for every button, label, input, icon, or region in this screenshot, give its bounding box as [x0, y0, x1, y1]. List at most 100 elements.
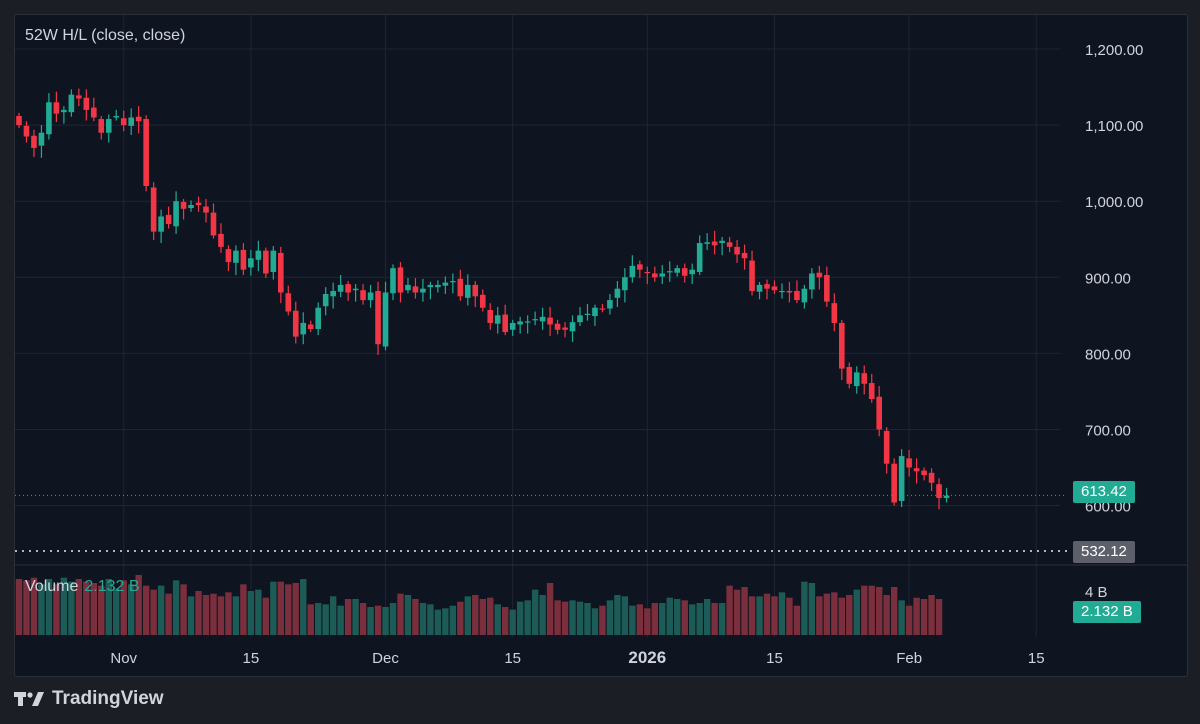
volume-bar	[53, 584, 60, 635]
candle-body	[315, 307, 321, 330]
candle-body	[928, 472, 935, 483]
time-axis[interactable]: Nov 15 Dec 15 2026 15 Feb 15	[110, 648, 1044, 667]
volume-bar	[382, 607, 389, 635]
candle-body	[105, 119, 112, 133]
volume-bar	[329, 596, 337, 635]
volume-bar	[128, 584, 135, 635]
candle-body	[16, 115, 22, 126]
volume-bar	[651, 603, 658, 635]
brand-footer[interactable]: TradingView	[14, 688, 164, 710]
candle-body	[786, 290, 793, 293]
candle-body	[839, 322, 845, 369]
volume-bar	[614, 595, 621, 635]
price-axis[interactable]: 1,200.00 1,100.00 1,000.00 900.00 800.00 700.…	[1085, 42, 1143, 516]
chart-frame[interactable]: 1,200.00 1,100.00 1,000.00 900.00 800.00 700.…	[14, 14, 1188, 677]
volume-bar	[913, 597, 920, 635]
candle-body	[375, 290, 381, 345]
volume-bar	[674, 599, 681, 635]
candle-body	[210, 212, 217, 236]
candle-body	[143, 119, 149, 186]
candle-body	[629, 265, 636, 278]
candle-body	[360, 290, 366, 301]
candle-body	[173, 201, 179, 227]
volume-bar	[68, 581, 75, 635]
volume-bar	[823, 593, 831, 635]
candle-body	[68, 94, 75, 113]
volume-bar	[554, 600, 561, 635]
candle-body	[584, 313, 591, 316]
volume-axis-tick: 4 B	[1085, 584, 1108, 601]
volume-bar	[352, 599, 359, 635]
candle-body	[98, 119, 105, 133]
volume-bar	[45, 579, 53, 635]
time-tick-label: 15	[1028, 650, 1045, 667]
candle-body	[420, 288, 426, 293]
volume-bar	[210, 593, 217, 635]
candle-body	[330, 290, 336, 297]
indicator-legend[interactable]: 52W H/L (close, close)	[25, 27, 186, 44]
volume-bar	[434, 609, 442, 635]
volume-bar	[180, 584, 187, 635]
candle-body	[883, 430, 890, 464]
candle-body	[165, 214, 172, 225]
candle-body	[876, 396, 882, 430]
volume-bar	[449, 605, 457, 635]
candle-body	[427, 284, 434, 288]
candle-body	[539, 316, 546, 322]
time-tick-label: Nov	[110, 650, 137, 667]
volume-bar	[659, 603, 666, 635]
candle-body	[345, 284, 351, 293]
candle-body	[577, 315, 583, 323]
time-tick-label: 15	[243, 650, 260, 667]
volume-bar	[666, 597, 673, 635]
volume-bar	[846, 595, 853, 635]
volume-bar	[277, 581, 284, 635]
candle-body	[704, 242, 710, 244]
volume-bar	[157, 585, 165, 635]
volume-bar	[935, 599, 943, 635]
last-price-tag: 613.42	[1073, 481, 1135, 503]
candle-body	[292, 310, 299, 337]
volume-legend[interactable]: Volume 2.132 B	[25, 578, 140, 596]
candle-body	[943, 495, 950, 498]
volume-bar	[217, 596, 225, 635]
candle-body	[696, 243, 703, 272]
volume-bar	[696, 603, 703, 635]
brand-name[interactable]: TradingView	[52, 688, 164, 709]
candle-body	[450, 281, 456, 283]
volume-bar	[786, 597, 793, 635]
volume-bar	[195, 591, 202, 635]
volume-bar	[576, 601, 584, 635]
candle-body	[659, 273, 666, 277]
volume-bar	[315, 603, 322, 635]
candle-body	[689, 269, 695, 275]
candle-body	[38, 132, 45, 146]
candle-body	[711, 241, 718, 246]
volume-bar	[404, 595, 412, 635]
low-52w-tag: 532.12	[1073, 541, 1135, 563]
candle-body	[120, 118, 127, 126]
volume-bar	[150, 589, 157, 635]
volume-bar	[225, 592, 232, 635]
candle-body	[76, 95, 82, 99]
volume-bar	[307, 604, 314, 635]
volume-bar	[853, 589, 860, 635]
candle-body	[382, 292, 389, 347]
volume-bar	[135, 575, 142, 635]
volume-bar	[502, 607, 509, 635]
price-tick-label: 1,200.00	[1085, 42, 1143, 59]
candle-body	[278, 252, 284, 293]
candle-body	[83, 97, 90, 110]
candle-body	[225, 249, 232, 263]
volume-bar	[427, 604, 434, 635]
volume-bar	[703, 599, 711, 635]
candle-body	[113, 115, 120, 118]
volume-bar	[546, 583, 554, 635]
volume-bar	[83, 581, 90, 635]
volume-bar	[202, 595, 210, 635]
volume-bar	[816, 596, 823, 635]
chart-canvas[interactable]: 1,200.00 1,100.00 1,000.00 900.00 800.00 700.…	[15, 15, 1187, 676]
volume-value: 2.132 B	[84, 578, 140, 595]
candle-body	[726, 242, 733, 247]
volume-bar	[75, 579, 83, 635]
